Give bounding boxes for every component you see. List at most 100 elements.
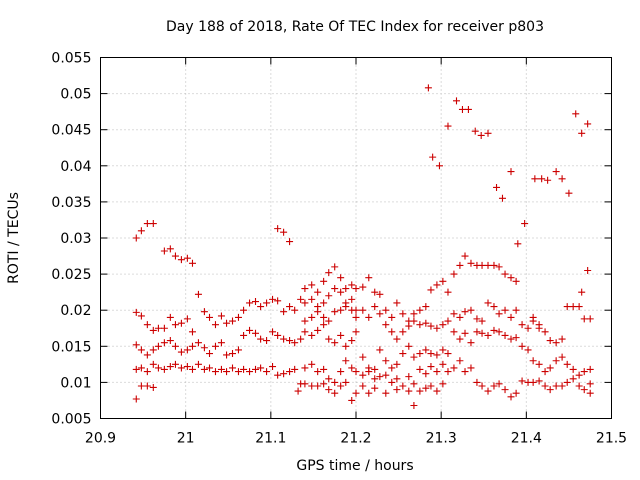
data-point <box>183 315 191 323</box>
data-point <box>456 335 464 343</box>
data-point <box>359 283 367 291</box>
data-point <box>320 277 328 285</box>
y-tick-label: 0.025 <box>51 267 91 283</box>
data-point <box>166 363 174 371</box>
data-point <box>422 303 430 311</box>
data-point <box>450 364 458 372</box>
data-point <box>416 365 424 373</box>
data-point <box>399 328 407 336</box>
data-point <box>433 324 441 332</box>
data-point <box>439 277 447 285</box>
data-point <box>569 365 577 373</box>
data-point <box>541 382 549 390</box>
data-point <box>558 335 566 343</box>
data-point <box>427 382 435 390</box>
data-point <box>558 353 566 361</box>
data-point <box>584 120 592 128</box>
data-point <box>263 368 271 376</box>
data-point <box>206 313 214 321</box>
y-tick-label: 0.035 <box>51 195 91 211</box>
data-point <box>456 261 464 269</box>
data-point <box>388 313 396 321</box>
data-point <box>359 306 367 314</box>
y-tick-label: 0.055 <box>51 51 91 67</box>
data-point <box>569 303 577 311</box>
data-point <box>274 371 282 379</box>
data-point <box>286 368 294 376</box>
data-point <box>263 299 271 307</box>
data-point <box>464 105 472 113</box>
data-point <box>371 288 379 296</box>
data-point <box>137 364 145 372</box>
data-point <box>501 306 509 314</box>
data-point <box>297 295 305 303</box>
data-point <box>507 313 515 321</box>
data-point <box>558 175 566 183</box>
data-point <box>274 297 282 305</box>
y-tick-label: 0.03 <box>60 231 91 247</box>
data-point <box>337 331 345 339</box>
data-point <box>467 306 475 314</box>
data-point <box>352 285 360 293</box>
data-point <box>575 382 583 390</box>
data-point <box>444 317 452 325</box>
data-point <box>234 368 242 376</box>
data-point <box>580 315 588 323</box>
data-point <box>325 375 333 383</box>
data-point <box>405 342 413 350</box>
data-point <box>314 308 322 316</box>
data-point <box>490 382 498 390</box>
data-point <box>471 127 479 135</box>
data-point <box>314 288 322 296</box>
data-point <box>461 329 469 337</box>
data-point <box>529 357 537 365</box>
data-point <box>320 321 328 329</box>
data-point <box>188 342 196 350</box>
data-point <box>512 334 520 342</box>
x-tick-label: 21.5 <box>596 431 627 447</box>
data-point <box>166 337 174 345</box>
data-point <box>286 238 294 246</box>
data-point <box>331 285 339 293</box>
data-point <box>308 360 316 368</box>
data-point <box>393 375 401 383</box>
data-point <box>206 350 214 358</box>
data-point <box>359 382 367 390</box>
data-point <box>507 393 515 401</box>
data-point <box>427 363 435 371</box>
data-point <box>546 364 554 372</box>
data-point <box>240 306 248 314</box>
data-point <box>405 322 413 330</box>
data-point <box>575 303 583 311</box>
data-point <box>320 365 328 373</box>
data-point <box>286 303 294 311</box>
data-point <box>410 310 418 318</box>
data-point <box>416 387 424 395</box>
data-point <box>422 319 430 327</box>
data-point <box>177 364 185 372</box>
data-point <box>308 313 316 321</box>
data-point <box>325 335 333 343</box>
data-point <box>137 312 145 320</box>
data-point <box>325 292 333 300</box>
y-tick-label: 0.05 <box>60 87 91 103</box>
data-point <box>359 371 367 379</box>
data-point <box>439 380 447 388</box>
data-point <box>291 306 299 314</box>
data-point <box>518 321 526 329</box>
data-point <box>246 299 254 307</box>
data-point <box>393 386 401 394</box>
data-point <box>223 368 231 376</box>
data-point <box>424 84 432 92</box>
data-point <box>586 389 594 397</box>
data-point <box>143 382 151 390</box>
x-tick-label: 21.1 <box>255 431 286 447</box>
data-point <box>484 129 492 137</box>
data-point <box>444 350 452 358</box>
data-point <box>274 331 282 339</box>
data-point <box>301 285 309 293</box>
data-point <box>217 339 225 347</box>
data-point <box>229 350 237 358</box>
data-point <box>552 357 560 365</box>
data-point <box>352 389 360 397</box>
